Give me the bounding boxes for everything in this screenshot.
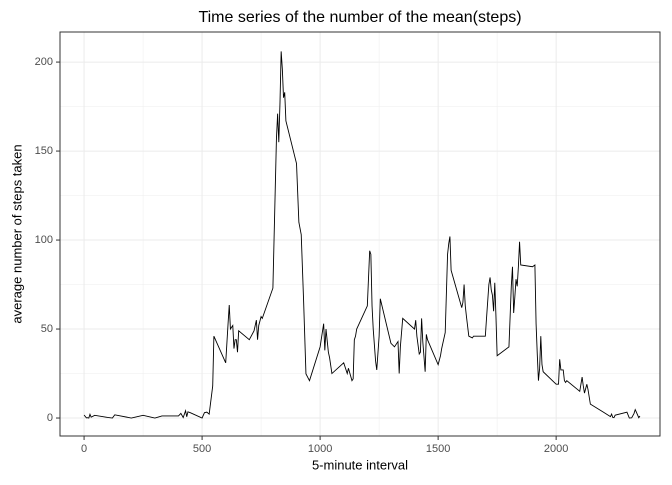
- y-tick-label: 150: [35, 145, 53, 157]
- y-tick-label: 0: [47, 412, 53, 424]
- chart-title: Time series of the number of the mean(st…: [198, 9, 521, 26]
- y-axis-label: average number of steps taken: [9, 144, 24, 323]
- x-tick-label: 500: [193, 443, 211, 455]
- x-axis-label: 5-minute interval: [312, 457, 408, 472]
- y-tick-label: 100: [35, 234, 53, 246]
- x-tick-label: 0: [81, 443, 87, 455]
- data-line: [83, 51, 641, 419]
- x-tick-label: 1500: [426, 443, 450, 455]
- x-tick-label: 1000: [308, 443, 332, 455]
- y-tick-label: 50: [41, 323, 53, 335]
- y-tick-label: 200: [35, 56, 53, 68]
- plot-border: [59, 31, 661, 437]
- x-tick-label: 2000: [544, 443, 568, 455]
